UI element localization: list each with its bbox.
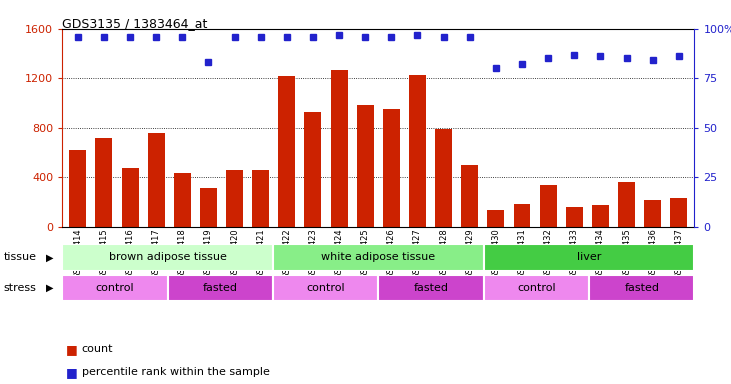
Bar xyxy=(121,169,139,227)
Text: ■: ■ xyxy=(66,343,77,356)
Bar xyxy=(409,74,426,227)
Bar xyxy=(174,174,191,227)
Text: control: control xyxy=(517,283,556,293)
Bar xyxy=(200,188,217,227)
Text: ▶: ▶ xyxy=(46,283,53,293)
Text: white adipose tissue: white adipose tissue xyxy=(321,252,436,262)
Bar xyxy=(69,150,86,227)
Bar xyxy=(226,170,243,227)
Text: fasted: fasted xyxy=(202,283,238,293)
Bar xyxy=(383,109,400,227)
Bar xyxy=(379,275,484,301)
Bar xyxy=(484,275,589,301)
Text: fasted: fasted xyxy=(624,283,659,293)
Bar xyxy=(330,70,348,227)
Text: fasted: fasted xyxy=(414,283,449,293)
Bar xyxy=(435,129,452,227)
Text: count: count xyxy=(82,344,113,354)
Bar xyxy=(566,207,583,227)
Text: control: control xyxy=(306,283,345,293)
Bar xyxy=(592,205,609,227)
Bar xyxy=(461,165,478,227)
Bar xyxy=(357,106,374,227)
Bar xyxy=(488,210,504,227)
Bar xyxy=(484,244,694,271)
Text: control: control xyxy=(96,283,135,293)
Text: brown adipose tissue: brown adipose tissue xyxy=(109,252,227,262)
Bar xyxy=(305,112,322,227)
Bar xyxy=(96,137,113,227)
Bar xyxy=(539,185,556,227)
Bar xyxy=(273,275,379,301)
Text: stress: stress xyxy=(4,283,37,293)
Bar xyxy=(644,200,661,227)
Text: ■: ■ xyxy=(66,366,77,379)
Bar xyxy=(252,170,269,227)
Bar xyxy=(167,275,273,301)
Bar xyxy=(148,132,164,227)
Bar xyxy=(618,182,635,227)
Text: liver: liver xyxy=(577,252,602,262)
Bar xyxy=(62,275,167,301)
Bar xyxy=(279,76,295,227)
Text: GDS3135 / 1383464_at: GDS3135 / 1383464_at xyxy=(62,17,208,30)
Bar xyxy=(62,244,273,271)
Bar xyxy=(589,275,694,301)
Text: ▶: ▶ xyxy=(46,252,53,262)
Bar xyxy=(670,198,687,227)
Text: tissue: tissue xyxy=(4,252,37,262)
Bar xyxy=(513,204,531,227)
Text: percentile rank within the sample: percentile rank within the sample xyxy=(82,367,270,377)
Bar xyxy=(273,244,484,271)
